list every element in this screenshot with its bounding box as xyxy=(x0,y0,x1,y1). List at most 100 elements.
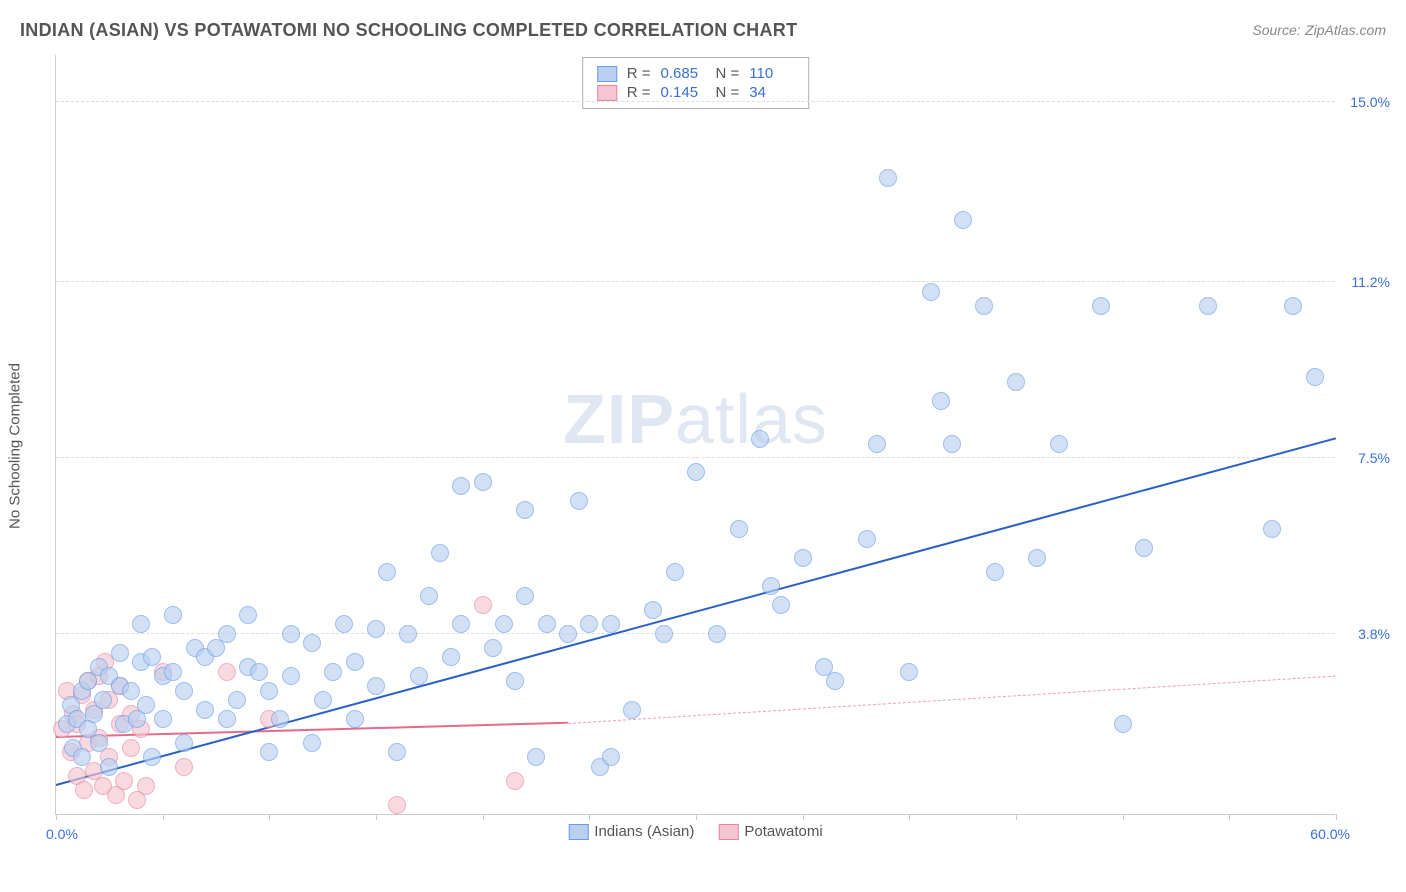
data-point xyxy=(932,392,950,410)
data-point xyxy=(1007,373,1025,391)
data-point xyxy=(378,563,396,581)
x-min-label: 0.0% xyxy=(46,826,78,842)
data-point xyxy=(143,648,161,666)
x-tick xyxy=(1123,814,1124,820)
data-point xyxy=(858,530,876,548)
chart-header: INDIAN (ASIAN) VS POTAWATOMI NO SCHOOLIN… xyxy=(20,20,1386,41)
source-value: ZipAtlas.com xyxy=(1305,22,1386,38)
legend-item-pink: Potawatomi xyxy=(718,823,822,840)
data-point xyxy=(954,211,972,229)
data-point xyxy=(122,682,140,700)
data-point xyxy=(975,297,993,315)
x-tick xyxy=(376,814,377,820)
data-point xyxy=(922,283,940,301)
data-point xyxy=(730,520,748,538)
data-point xyxy=(154,710,172,728)
data-point xyxy=(506,772,524,790)
y-tick-label: 11.2% xyxy=(1340,274,1390,290)
data-point xyxy=(196,701,214,719)
data-point xyxy=(1263,520,1281,538)
n-value-blue: 110 xyxy=(749,65,794,82)
gridline xyxy=(56,457,1335,458)
data-point xyxy=(1114,715,1132,733)
data-point xyxy=(175,758,193,776)
data-point xyxy=(655,625,673,643)
data-point xyxy=(218,710,236,728)
data-point xyxy=(1050,435,1068,453)
y-axis-label: No Schooling Completed xyxy=(7,363,24,529)
x-tick xyxy=(909,814,910,820)
data-point xyxy=(115,772,133,790)
data-point xyxy=(772,596,790,614)
n-label: N = xyxy=(716,84,740,101)
data-point xyxy=(282,667,300,685)
data-point xyxy=(666,563,684,581)
x-tick xyxy=(1229,814,1230,820)
data-point xyxy=(143,748,161,766)
legend-label-blue: Indians (Asian) xyxy=(594,823,694,840)
legend-item-blue: Indians (Asian) xyxy=(568,823,694,840)
data-point xyxy=(495,615,513,633)
data-point xyxy=(137,696,155,714)
legend-swatch-pink-icon xyxy=(718,824,738,840)
data-point xyxy=(452,477,470,495)
data-point xyxy=(623,701,641,719)
x-tick xyxy=(696,814,697,820)
data-point xyxy=(943,435,961,453)
data-point xyxy=(410,667,428,685)
x-tick xyxy=(269,814,270,820)
source-label: Source: xyxy=(1252,22,1300,38)
x-tick xyxy=(803,814,804,820)
data-point xyxy=(538,615,556,633)
data-point xyxy=(175,734,193,752)
n-value-pink: 34 xyxy=(749,84,794,101)
data-point xyxy=(442,648,460,666)
data-point xyxy=(346,710,364,728)
legend-stats-row-pink: R = 0.145 N = 34 xyxy=(597,83,795,102)
data-point xyxy=(260,682,278,700)
gridline xyxy=(56,101,1335,102)
x-tick xyxy=(589,814,590,820)
legend-swatch-blue-icon xyxy=(568,824,588,840)
legend-label-pink: Potawatomi xyxy=(744,823,822,840)
data-point xyxy=(282,625,300,643)
data-point xyxy=(122,739,140,757)
data-point xyxy=(580,615,598,633)
data-point xyxy=(111,644,129,662)
data-point xyxy=(1306,368,1324,386)
data-point xyxy=(868,435,886,453)
data-point xyxy=(228,691,246,709)
data-point xyxy=(303,734,321,752)
data-point xyxy=(506,672,524,690)
data-point xyxy=(420,587,438,605)
data-point xyxy=(367,677,385,695)
data-point xyxy=(900,663,918,681)
n-label: N = xyxy=(716,65,740,82)
data-point xyxy=(751,430,769,448)
data-point xyxy=(570,492,588,510)
r-value-pink: 0.145 xyxy=(661,84,706,101)
data-point xyxy=(399,625,417,643)
data-point xyxy=(260,743,278,761)
gridline xyxy=(56,281,1335,282)
y-tick-label: 7.5% xyxy=(1340,450,1390,466)
source: Source: ZipAtlas.com xyxy=(1252,22,1386,40)
data-point xyxy=(559,625,577,643)
data-point xyxy=(335,615,353,633)
data-point xyxy=(794,549,812,567)
data-point xyxy=(474,596,492,614)
data-point xyxy=(132,615,150,633)
data-point xyxy=(484,639,502,657)
gridline xyxy=(56,633,1335,634)
data-point xyxy=(1135,539,1153,557)
data-point xyxy=(602,615,620,633)
data-point xyxy=(644,601,662,619)
y-tick-label: 3.8% xyxy=(1340,626,1390,642)
r-label: R = xyxy=(627,65,651,82)
data-point xyxy=(90,734,108,752)
data-point xyxy=(271,710,289,728)
data-point xyxy=(708,625,726,643)
watermark: ZIPatlas xyxy=(563,379,828,459)
x-tick xyxy=(1016,814,1017,820)
data-point xyxy=(367,620,385,638)
